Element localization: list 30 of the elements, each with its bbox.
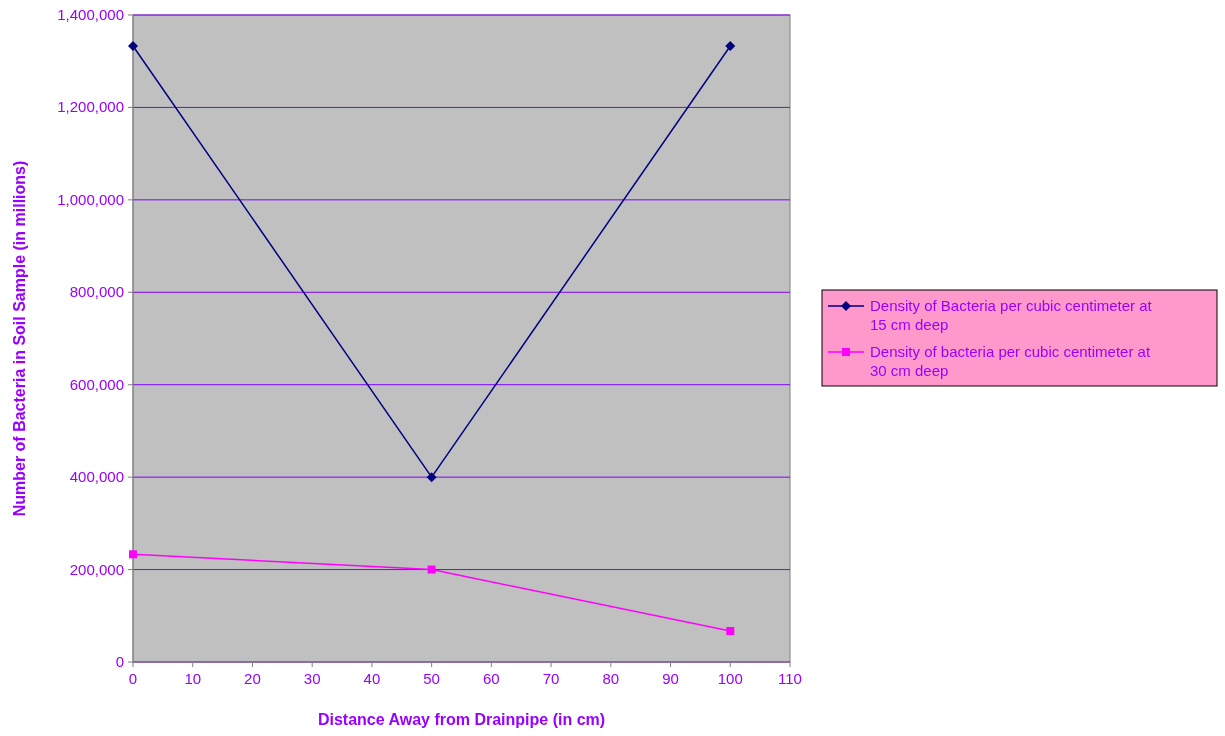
y-tick-label: 600,000 <box>69 375 124 393</box>
x-axis-title: Distance Away from Drainpipe (in cm) <box>317 711 606 728</box>
x-tick-label: 70 <box>542 670 560 687</box>
y-tick-label: 800,000 <box>69 283 124 301</box>
x-tick-label: 50 <box>423 670 440 687</box>
y-tick-label: 1,400,000 <box>57 6 124 23</box>
x-tick-label: 100 <box>717 670 743 687</box>
x-tick-label: 0 <box>128 670 138 687</box>
legend-label: Density of Bacteria per cubic centimeter at 15 cm deep <box>870 297 1153 333</box>
y-axis-title: Number of Bacteria in Soil Sample (in millions) <box>11 160 28 517</box>
y-tick-label: 1,200,000 <box>57 98 124 116</box>
point <box>129 550 137 559</box>
x-tick-label: 40 <box>363 670 381 687</box>
point <box>427 565 436 574</box>
x-tick-label: 30 <box>303 670 321 687</box>
point <box>128 40 138 51</box>
y-tick-label: 400,000 <box>69 468 124 486</box>
y-tick-label: 200,000 <box>69 560 124 578</box>
x-tick-label: 110 <box>778 670 802 687</box>
x-tick-label: 90 <box>662 670 679 687</box>
x-tick-label: 10 <box>184 670 202 687</box>
y-tick-label: 0 <box>115 653 124 670</box>
legend-label: Density of bacteria per cubic centimeter at 30 cm deep <box>870 343 1151 379</box>
point <box>725 40 736 51</box>
x-tick-label: 20 <box>244 670 261 687</box>
x-tick-label: 60 <box>483 670 500 687</box>
y-tick-label: 1,000,000 <box>57 190 124 208</box>
point <box>426 472 437 483</box>
x-tick-label: 80 <box>602 670 620 687</box>
point <box>726 627 735 636</box>
